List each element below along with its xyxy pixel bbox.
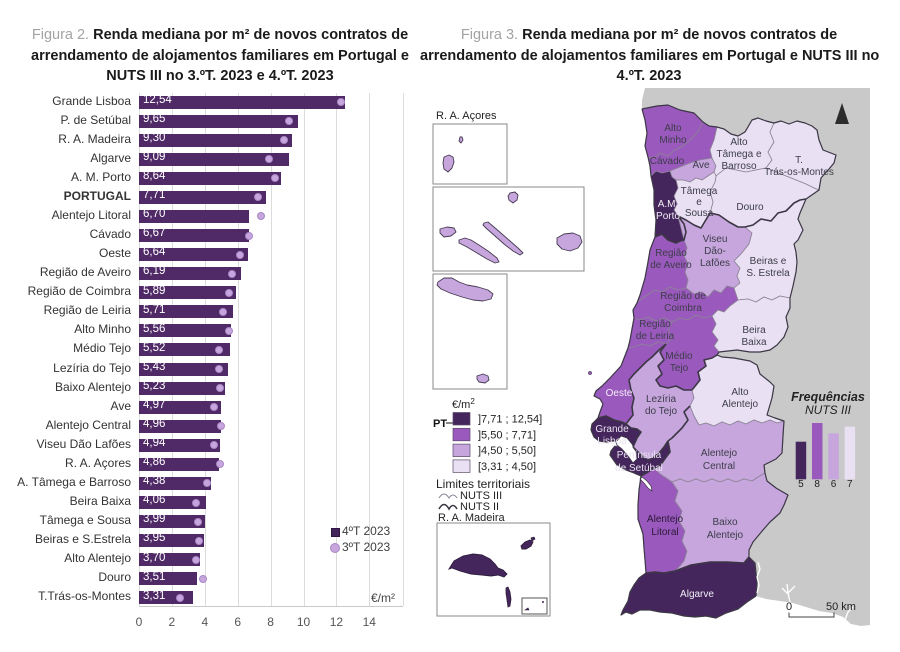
svg-text:Região: Região — [639, 319, 671, 330]
svg-text:€/m2: €/m2 — [452, 397, 475, 411]
svg-text:Beira: Beira — [742, 325, 766, 336]
svg-text:[3,31 ; 4,50]: [3,31 ; 4,50] — [478, 461, 536, 473]
svg-text:Litoral: Litoral — [651, 527, 678, 538]
svg-text:Limites territoriais: Limites territoriais — [436, 477, 530, 491]
svg-text:Cávado: Cávado — [650, 156, 685, 167]
svg-text:S. Estrela: S. Estrela — [746, 268, 790, 279]
svg-text:Baixa: Baixa — [741, 337, 766, 348]
svg-text:Porto: Porto — [656, 211, 680, 222]
svg-text:de Setúbal: de Setúbal — [615, 463, 663, 474]
svg-text:Alto: Alto — [730, 137, 748, 148]
svg-text:Lisboa: Lisboa — [597, 436, 627, 447]
svg-text:8: 8 — [814, 479, 820, 490]
svg-text:Alentejo: Alentejo — [722, 399, 759, 410]
svg-text:Douro: Douro — [736, 202, 764, 213]
svg-text:]5,50 ; 7,71]: ]5,50 ; 7,71] — [478, 429, 536, 441]
svg-text:Tejo: Tejo — [670, 363, 689, 374]
svg-text:T.: T. — [795, 155, 803, 166]
svg-text:de Leiria: de Leiria — [636, 331, 675, 342]
svg-text:Tâmega: Tâmega — [681, 186, 718, 197]
svg-text:Península: Península — [617, 450, 662, 461]
svg-text:Lafões: Lafões — [700, 258, 730, 269]
svg-text:Frequências: Frequências — [791, 390, 865, 404]
svg-text:Alto: Alto — [731, 387, 749, 398]
svg-text:Sousa: Sousa — [685, 208, 714, 219]
svg-text:NUTS II: NUTS II — [460, 501, 499, 513]
svg-text:Lezíria: Lezíria — [646, 394, 676, 405]
svg-text:de Aveiro: de Aveiro — [650, 260, 692, 271]
svg-text:]7,71 ; 12,54]: ]7,71 ; 12,54] — [478, 414, 542, 426]
svg-text:Região: Região — [655, 248, 687, 259]
svg-text:5: 5 — [798, 479, 804, 490]
svg-text:Dão-: Dão- — [704, 246, 726, 257]
svg-text:Alentejo: Alentejo — [701, 448, 738, 459]
svg-text:Alentejo: Alentejo — [707, 530, 744, 541]
svg-text:Coimbra: Coimbra — [664, 303, 702, 314]
svg-text:Beiras e: Beiras e — [750, 256, 787, 267]
svg-text:Algarve: Algarve — [680, 589, 714, 600]
svg-text:]4,50 ; 5,50]: ]4,50 ; 5,50] — [478, 445, 536, 457]
svg-text:Central: Central — [703, 461, 735, 472]
svg-text:e: e — [696, 197, 702, 208]
svg-text:do Tejo: do Tejo — [645, 406, 678, 417]
svg-text:Alentejo: Alentejo — [647, 514, 684, 525]
svg-text:A.M.: A.M. — [658, 199, 679, 210]
svg-text:0: 0 — [786, 601, 792, 613]
svg-text:Trás-os-Montes: Trás-os-Montes — [764, 167, 834, 178]
svg-text:Região de: Região de — [660, 291, 706, 302]
svg-text:PT: PT — [433, 418, 447, 430]
svg-text:Minho: Minho — [659, 135, 687, 146]
svg-text:Viseu: Viseu — [703, 234, 728, 245]
svg-text:Alto: Alto — [664, 123, 682, 134]
svg-text:Barroso: Barroso — [721, 161, 756, 172]
svg-text:Baixo: Baixo — [712, 517, 737, 528]
svg-text:NUTS III: NUTS III — [460, 490, 502, 502]
svg-text:50 km: 50 km — [826, 601, 856, 613]
svg-text:NUTS III: NUTS III — [805, 403, 852, 417]
svg-text:R. A. Madeira: R. A. Madeira — [438, 512, 506, 524]
svg-text:7: 7 — [847, 479, 853, 490]
svg-text:Médio: Médio — [665, 351, 693, 362]
svg-text:Tâmega e: Tâmega e — [716, 149, 761, 160]
svg-text:R. A. Açores: R. A. Açores — [436, 110, 497, 122]
svg-text:6: 6 — [831, 479, 837, 490]
svg-text:Ave: Ave — [692, 160, 709, 171]
svg-text:Oeste: Oeste — [606, 388, 633, 399]
svg-text:Grande: Grande — [595, 424, 629, 435]
